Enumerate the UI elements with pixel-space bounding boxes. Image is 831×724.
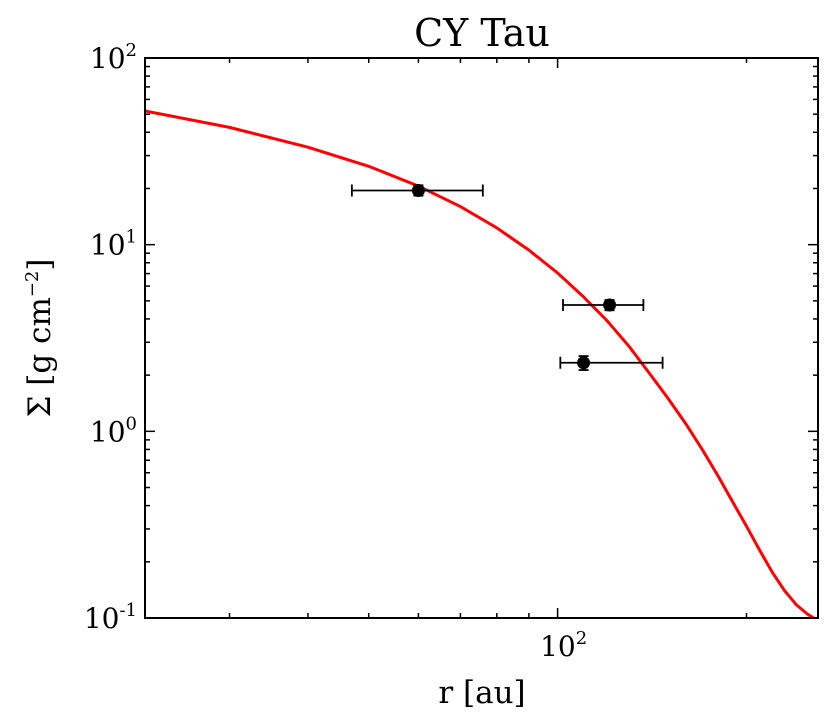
y-tick-label: 100 [90,413,137,448]
y-tick-label-base: 10 [84,602,120,635]
y-tick-label: 10-1 [84,600,137,635]
y-tick-label-exponent: 2 [126,40,137,61]
y-axis-label: Σ [g cm−2] [22,259,58,418]
x-tick-label-base: 10 [540,630,576,663]
y-tick-label-exponent: 0 [126,413,137,434]
data-point [577,356,591,370]
y-tick-label-base: 10 [90,42,126,75]
chart-title: CY Tau [414,11,550,55]
y-axis-label-exponent: −2 [22,271,43,298]
axes-frame [144,57,819,619]
y-tick-label-base: 10 [90,229,126,262]
y-tick-label: 102 [90,40,137,75]
y-tick-label-exponent: -1 [119,600,137,621]
y-tick-label: 101 [90,227,137,262]
x-tick-label: 102 [540,628,587,663]
y-axis-label-close: ] [22,259,58,271]
y-axis-label-base: Σ [g cm [22,297,58,417]
model-curve [145,109,815,618]
data-point [411,184,425,198]
data-point [603,298,617,312]
x-tick-label-exponent: 2 [576,628,587,649]
y-tick-label-base: 10 [90,415,126,448]
y-tick-label-exponent: 1 [126,227,137,248]
x-axis-label: r [au] [438,675,525,711]
